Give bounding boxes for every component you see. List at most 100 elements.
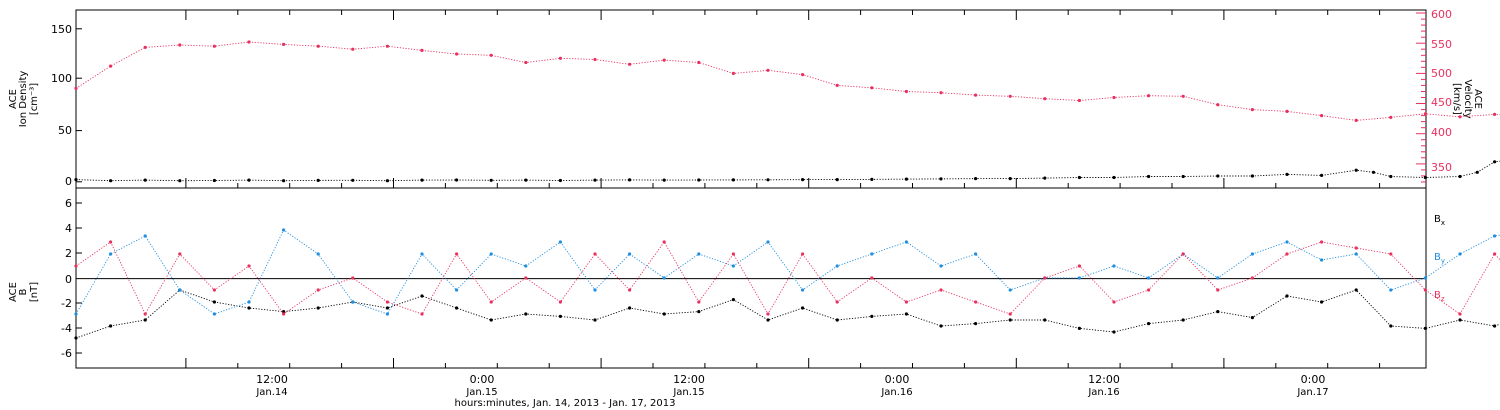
bx-point: [316, 306, 320, 310]
velocity-point: [731, 71, 736, 75]
legend-bz-sub: z: [1441, 295, 1445, 303]
left-axis-label-line3: [cm⁻³]: [29, 83, 40, 115]
by-point: [1112, 264, 1116, 268]
right-axis-label-line1: ACE: [1472, 89, 1483, 109]
velocity-point: [247, 40, 251, 44]
bx-point: [1285, 294, 1289, 298]
bx-point: [558, 314, 563, 318]
b-tick-label: 4: [65, 222, 72, 235]
by-point: [662, 276, 666, 280]
velocity-point: [939, 91, 943, 95]
bx-point: [974, 322, 978, 326]
bx-point: [385, 306, 389, 310]
density-velocity-panel: 150 100 50 0 ACE Ion Density [cm⁻³] 600 …: [8, 8, 1500, 189]
density-point: [1320, 173, 1324, 177]
bz-point: [1250, 276, 1254, 280]
bx-point: [1216, 310, 1220, 314]
time-tick-date: Jan.15: [465, 387, 497, 398]
left-tick-label: 150: [51, 23, 72, 36]
velocity-trace: [75, 41, 1500, 121]
velocity-point: [1354, 118, 1358, 122]
bx-point: [420, 294, 424, 298]
b-tick-label: 0: [65, 273, 72, 286]
by-point: [939, 264, 943, 268]
time-tick-date: Jan.15: [672, 387, 704, 398]
bx-point: [1112, 330, 1116, 334]
bottom-series-group: [74, 228, 1500, 340]
density-point: [524, 178, 528, 182]
density-point: [1371, 170, 1376, 174]
by-point: [1008, 288, 1012, 292]
bx-point: [904, 312, 909, 316]
right-tick-label: 500: [1431, 67, 1452, 80]
density-point: [939, 177, 943, 181]
velocity-point: [212, 44, 216, 48]
time-axis-title: hours:minutes, Jan. 14, 2013 - Jan. 17, …: [455, 398, 676, 409]
bx-trace: [75, 289, 1500, 339]
bz-point: [1216, 288, 1220, 292]
by-point: [558, 240, 563, 244]
right-axis: 600 550 500 450 400 350 ACE Velocity [km…: [1416, 8, 1483, 183]
density-point: [1181, 174, 1185, 179]
velocity-point: [628, 62, 632, 66]
time-tick-date: Jan.14: [255, 387, 287, 398]
density-point: [420, 178, 424, 182]
bx-point: [662, 312, 666, 316]
bx-point: [489, 318, 493, 322]
b-axis-label-line1: ACE: [8, 282, 19, 302]
right-tick-label: 600: [1431, 8, 1452, 21]
density-point: [801, 178, 805, 182]
top-panel-frame: [75, 9, 1427, 189]
density-point: [455, 178, 459, 182]
by-point: [1389, 288, 1393, 292]
velocity-point: [1077, 98, 1081, 103]
legend-bx-sub: x: [1441, 219, 1445, 227]
by-point: [524, 264, 528, 268]
bottom-panel-frame: [75, 187, 1427, 369]
velocity-point: [1216, 103, 1220, 107]
density-point: [1008, 177, 1012, 181]
bz-point: [420, 312, 424, 316]
bx-point: [1043, 318, 1047, 322]
velocity-point: [697, 60, 701, 65]
b-legend: Bx By Bz: [1434, 214, 1445, 303]
by-point: [385, 312, 389, 316]
density-point: [212, 178, 216, 183]
b-tick-label: 6: [65, 197, 72, 210]
velocity-point: [974, 93, 978, 97]
legend-by: By: [1434, 252, 1445, 265]
density-point: [731, 178, 736, 182]
b-tick-label: 2: [65, 247, 72, 260]
left-tick-label: 50: [58, 124, 72, 137]
by-point: [904, 240, 909, 244]
bx-point: [455, 306, 459, 310]
magnetic-field-panel: 6 4 2 0 -2 -4 -6 ACE B [nT] Bx By Bz: [8, 187, 1500, 369]
left-tick-label: 0: [65, 175, 72, 188]
left-axis-label-line1: ACE: [8, 89, 19, 109]
b-axis: 6 4 2 0 -2 -4 -6 ACE B [nT]: [8, 197, 82, 360]
bx-point: [1493, 324, 1497, 328]
bx-point: [801, 306, 805, 310]
density-trace: [75, 160, 1500, 182]
time-tick-date: Jan.16: [880, 387, 912, 398]
velocity-point: [316, 44, 320, 48]
velocity-point: [870, 86, 874, 90]
by-point: [1493, 234, 1497, 238]
density-point: [351, 178, 355, 182]
right-tick-label: 400: [1431, 126, 1452, 139]
density-point: [628, 178, 632, 182]
density-point: [1216, 174, 1220, 178]
by-point: [489, 252, 493, 256]
time-tick-hour: 12:00: [673, 373, 705, 386]
b-tick-label: -2: [61, 297, 72, 310]
time-tick-hour: 12:00: [256, 373, 288, 386]
legend-bz: Bz: [1434, 290, 1445, 303]
b-axis-label-line2: B: [18, 288, 29, 295]
velocity-point: [420, 48, 424, 53]
bx-point: [1423, 326, 1427, 330]
time-tick-date: Jan.16: [1087, 387, 1119, 398]
velocity-point: [558, 56, 563, 60]
legend-by-sub: y: [1441, 257, 1445, 265]
bx-point: [1147, 322, 1151, 326]
